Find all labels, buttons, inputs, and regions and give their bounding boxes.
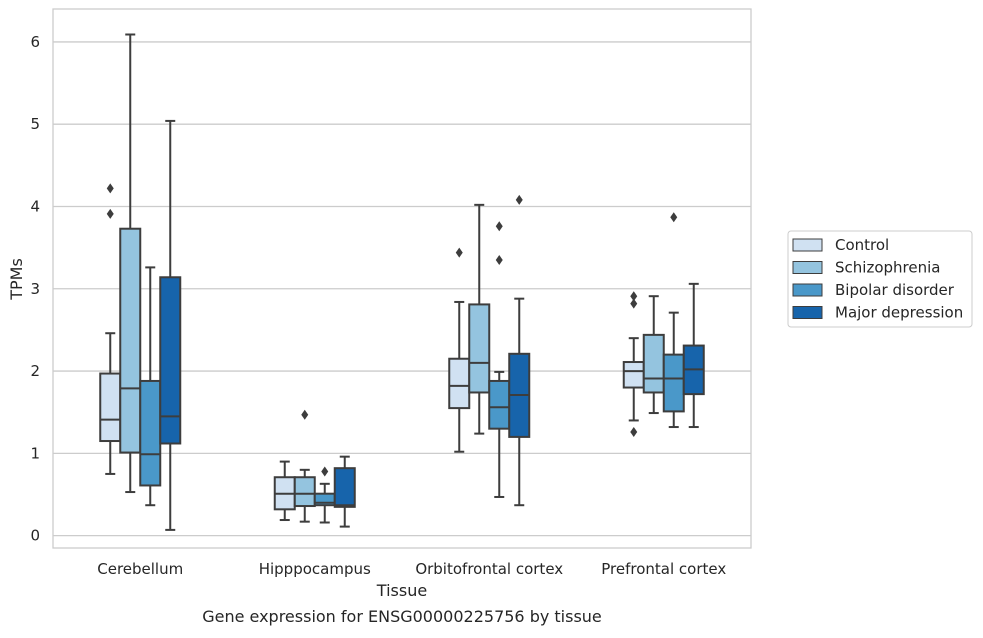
y-tick-label: 2 <box>30 362 40 380</box>
box <box>119 227 142 454</box>
x-tick-label: Hipppocampus <box>259 560 371 578</box>
box-group <box>119 33 142 494</box>
legend-swatch <box>792 261 823 274</box>
box <box>448 357 471 410</box>
legend-frame <box>787 230 973 328</box>
box <box>468 303 491 394</box>
y-tick-label: 0 <box>30 527 40 545</box>
box-group <box>273 460 296 522</box>
box-group <box>333 455 356 528</box>
box-group <box>488 221 511 498</box>
box <box>159 276 182 445</box>
outlier-point <box>106 183 114 194</box>
outlier-point <box>301 409 309 420</box>
box <box>139 379 162 487</box>
box-group <box>682 282 705 429</box>
y-tick-label: 4 <box>30 197 40 215</box>
legend-label: Schizophrenia <box>835 259 940 277</box>
box-group <box>642 295 665 415</box>
legend-label: Bipolar disorder <box>835 281 955 299</box>
box-group <box>448 247 471 453</box>
chart-caption: Gene expression for ENSG00000225756 by t… <box>202 607 602 626</box>
legend-swatch <box>792 306 823 319</box>
y-tick-label: 3 <box>30 280 40 298</box>
outlier-point <box>630 298 638 309</box>
box-group <box>622 291 645 437</box>
outlier-point <box>515 194 523 205</box>
outlier-point <box>321 466 329 477</box>
x-tick-label: Prefrontal cortex <box>601 560 726 578</box>
y-axis-label: TPMs <box>7 258 26 301</box>
legend: Control Schizophrenia Bipolar disorder Majo… <box>787 230 973 328</box>
y-tick-label: 6 <box>30 33 40 51</box>
box <box>99 372 122 443</box>
box-group <box>508 194 531 507</box>
legend-swatch <box>792 283 823 297</box>
legend-label: Control <box>835 236 889 254</box>
legend-label: Major depression <box>835 304 963 322</box>
box-group <box>99 183 122 475</box>
outlier-point <box>630 426 638 437</box>
x-tick-labels: Cerebellum Hipppocampus Orbitofrontal cort… <box>97 560 726 578</box>
box-group <box>313 466 336 524</box>
box-group <box>293 409 316 523</box>
x-axis-label: Tissue <box>376 581 427 600</box>
box <box>622 361 645 389</box>
box-group <box>468 203 491 435</box>
box <box>662 353 685 413</box>
outlier-point <box>495 221 503 232</box>
outlier-point <box>495 254 503 265</box>
box-group <box>139 266 162 507</box>
outlier-point <box>106 208 114 219</box>
box <box>642 333 665 394</box>
box-group <box>662 212 685 429</box>
box-group <box>159 119 182 531</box>
legend-swatch <box>792 238 823 252</box>
outlier-point <box>455 247 463 258</box>
box <box>333 467 356 508</box>
outlier-point <box>670 212 678 223</box>
x-tick-label: Cerebellum <box>97 560 183 578</box>
box <box>293 476 316 508</box>
y-tick-label: 5 <box>30 115 40 133</box>
x-tick-label: Orbitofrontal cortex <box>415 560 563 578</box>
box <box>488 379 511 430</box>
boxes <box>99 33 705 531</box>
plot-frame <box>52 8 752 549</box>
y-tick-labels: 0 1 2 3 4 5 6 <box>30 33 40 545</box>
y-tick-label: 1 <box>30 444 40 462</box>
outlier-point <box>630 291 638 302</box>
